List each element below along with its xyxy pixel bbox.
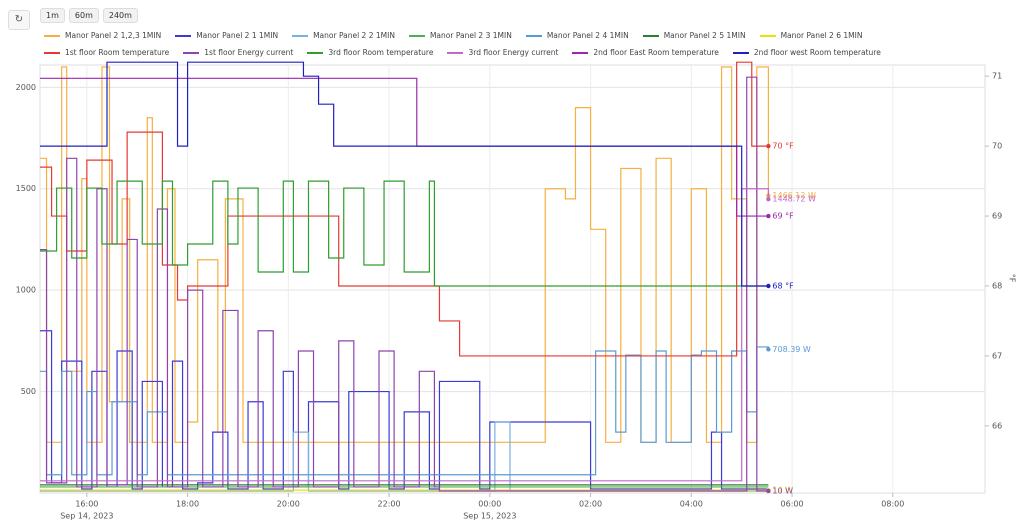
- x-tick-label: 18:00: [176, 500, 199, 509]
- legend-item[interactable]: Manor Panel 2 2 1MIN: [292, 31, 395, 40]
- series-line: [40, 188, 769, 482]
- range-controls: 1m 60m 240m: [40, 8, 138, 23]
- legend-swatch: [292, 34, 309, 37]
- legend-label: 3rd floor Energy current: [468, 48, 559, 57]
- legend-swatch: [572, 51, 589, 54]
- plot-area: [39, 64, 986, 494]
- legend-swatch: [44, 51, 60, 54]
- y-tick-label: 500: [21, 387, 36, 396]
- series-line: [40, 61, 769, 287]
- end-label: 70 °F: [772, 142, 794, 151]
- x-tick-label: 04:00: [680, 500, 703, 509]
- legend-label: 3rd floor Room temperature: [328, 48, 434, 57]
- legend-label: Manor Panel 2 6 1MIN: [780, 31, 863, 40]
- x-tick-label: 20:00: [277, 500, 300, 509]
- legend-item[interactable]: 2nd floor East Room temperature: [572, 48, 719, 57]
- end-label: 1448.72 W: [772, 195, 816, 204]
- end-label: 68 °F: [772, 281, 794, 290]
- legend-label: Manor Panel 2 1,2,3 1MIN: [65, 31, 162, 40]
- end-marker: [766, 196, 771, 202]
- end-marker: [766, 143, 771, 149]
- legend-label: Manor Panel 2 3 1MIN: [429, 31, 512, 40]
- y-tick-label: 1000: [16, 286, 36, 295]
- y-tick-label: 2000: [16, 83, 36, 92]
- legend-swatch: [642, 34, 659, 37]
- range-button[interactable]: 240m: [102, 8, 138, 23]
- x-tick-label: 08:00: [881, 500, 904, 509]
- end-label: 10 W: [772, 486, 793, 495]
- y2-tick-label: 68: [992, 281, 1002, 290]
- x-date-label: Sep 14, 2023: [60, 512, 113, 521]
- legend-swatch: [307, 51, 324, 54]
- end-label: 1466.12 W: [772, 191, 816, 200]
- y2-tick-label: 67: [992, 351, 1002, 360]
- legend-label: 2nd floor west Room temperature: [753, 48, 881, 57]
- legend-label: 1st floor Energy current: [204, 48, 294, 57]
- legend-swatch: [732, 51, 749, 54]
- legend-swatch: [447, 51, 464, 54]
- series-line: [40, 346, 769, 476]
- x-tick-label: 02:00: [579, 500, 602, 509]
- end-label: 69 °F: [772, 212, 794, 221]
- y-tick-label: 1500: [16, 184, 36, 193]
- legend-swatch: [175, 34, 192, 37]
- legend-item[interactable]: 3rd floor Room temperature: [307, 48, 433, 57]
- series-line: [40, 76, 769, 492]
- legend-item[interactable]: 3rd floor Energy current: [447, 48, 558, 57]
- legend-label: 1st floor Room temperature: [65, 48, 170, 57]
- legend-item[interactable]: Manor Panel 2 4 1MIN: [525, 31, 629, 40]
- legend-item[interactable]: Manor Panel 2 1,2,3 1MIN: [44, 31, 161, 40]
- legend-item[interactable]: Manor Panel 2 1 1MIN: [175, 31, 278, 40]
- y2-tick-label: 69: [992, 212, 1002, 221]
- series-line: [40, 330, 769, 490]
- end-marker: [766, 213, 771, 219]
- y2-tick-label: 66: [992, 421, 1002, 430]
- legend-swatch: [183, 51, 200, 54]
- legend-swatch: [408, 34, 425, 37]
- legend-label: Manor Panel 2 5 1MIN: [663, 31, 746, 40]
- legend: Manor Panel 2 1,2,3 1MIN Manor Panel 2 1 …: [44, 31, 944, 57]
- x-date-label: Sep 15, 2023: [463, 512, 516, 521]
- y2-tick-label: 71: [992, 72, 1002, 81]
- x-tick-label: 00:00: [478, 500, 501, 509]
- legend-label: Manor Panel 2 2 1MIN: [313, 31, 395, 40]
- x-tick-label: 22:00: [378, 500, 401, 509]
- end-label: 14 W: [772, 486, 793, 495]
- series-line: [40, 421, 769, 492]
- legend-item[interactable]: 1st floor Room temperature: [44, 48, 169, 57]
- legend-item[interactable]: Manor Panel 2 3 1MIN: [408, 31, 512, 40]
- legend-swatch: [525, 34, 542, 37]
- legend-item[interactable]: Manor Panel 2 6 1MIN: [759, 31, 863, 40]
- end-marker: [766, 488, 771, 494]
- legend-label: 2nd floor East Room temperature: [593, 48, 719, 57]
- legend-label: Manor Panel 2 4 1MIN: [546, 31, 629, 40]
- y2-axis-label: °F: [1008, 274, 1017, 283]
- legend-item[interactable]: Manor Panel 2 5 1MIN: [642, 31, 746, 40]
- legend-swatch: [44, 34, 60, 37]
- range-button[interactable]: 60m: [68, 8, 99, 23]
- end-marker: [766, 347, 771, 352]
- legend-swatch: [759, 34, 776, 37]
- series-line: [40, 180, 769, 287]
- legend-label: Manor Panel 2 1 1MIN: [196, 31, 279, 40]
- refresh-button[interactable]: ↻: [8, 10, 30, 30]
- legend-item[interactable]: 2nd floor west Room temperature: [732, 48, 881, 57]
- y2-tick-label: 70: [992, 142, 1002, 151]
- end-label: 708.39 W: [772, 345, 811, 354]
- x-tick-label: 06:00: [781, 500, 804, 509]
- legend-item[interactable]: 1st floor Energy current: [183, 48, 293, 57]
- end-marker: [766, 283, 771, 289]
- range-button[interactable]: 1m: [40, 8, 65, 23]
- x-tick-label: 16:00: [75, 500, 98, 509]
